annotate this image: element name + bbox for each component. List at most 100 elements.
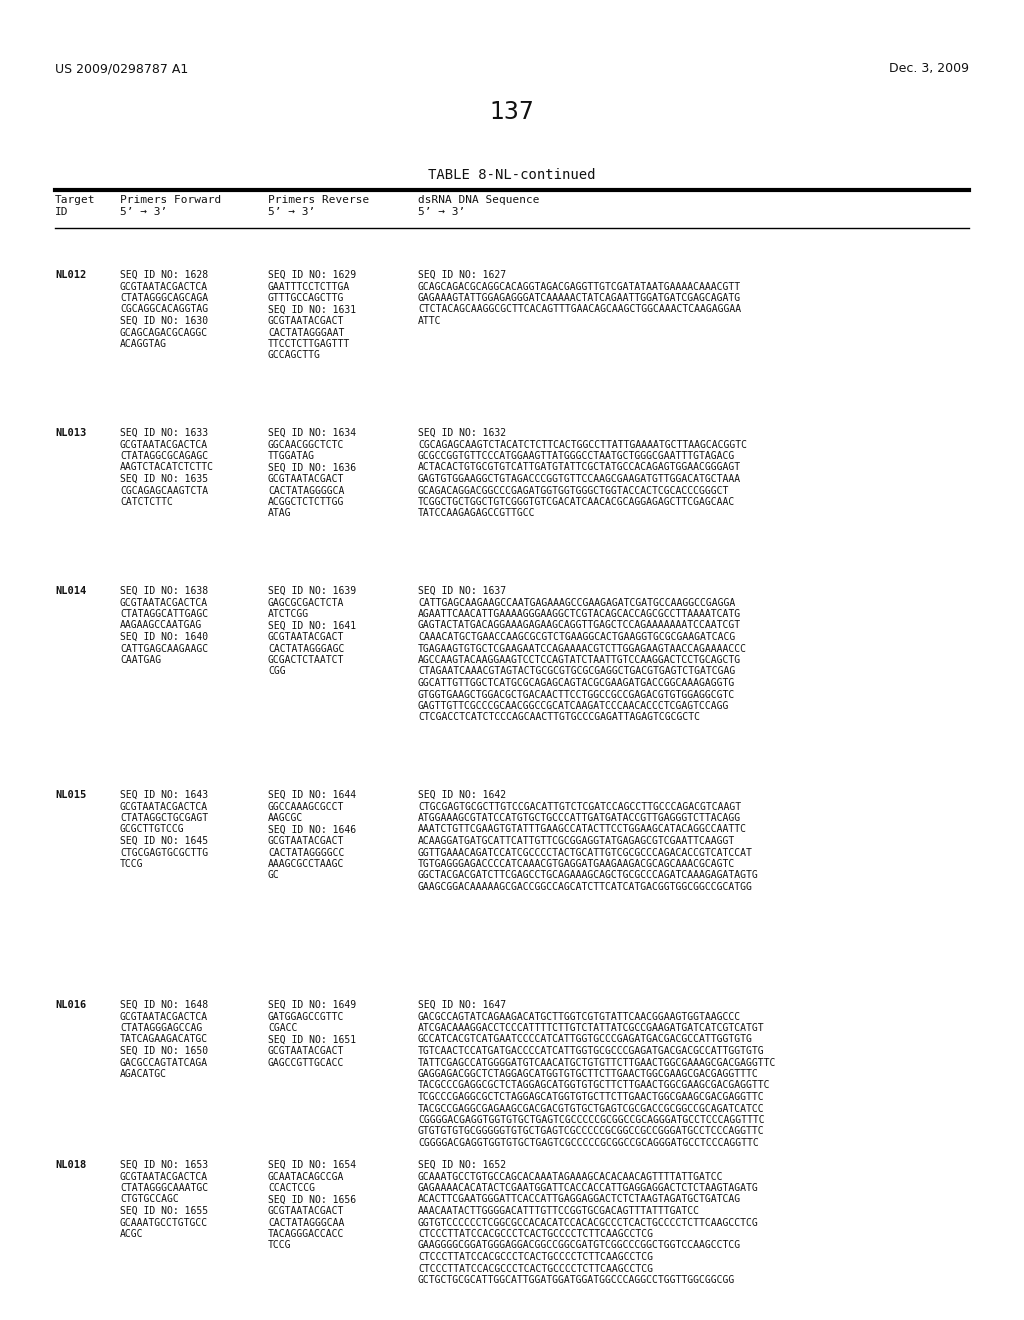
Text: SEQ ID NO: 1629: SEQ ID NO: 1629	[268, 271, 356, 280]
Text: GGCAACGGCTCTC: GGCAACGGCTCTC	[268, 440, 344, 450]
Text: GGTTGAAACAGATCCATCGCCCCTACTGCATTGTCGCGCCCAGACACCGTCATCCAT: GGTTGAAACAGATCCATCGCCCCTACTGCATTGTCGCGCC…	[418, 847, 753, 858]
Text: GCGTAATACGACT: GCGTAATACGACT	[268, 632, 344, 642]
Text: GCGTAATACGACT: GCGTAATACGACT	[268, 1206, 344, 1216]
Text: TGTGAGGGAGACCCCATCAAACGTGAGGATGAAGAAGACGCAGCAAACGCAGTC: TGTGAGGGAGACCCCATCAAACGTGAGGATGAAGAAGACG…	[418, 859, 735, 869]
Text: SEQ ID NO: 1651: SEQ ID NO: 1651	[268, 1035, 356, 1044]
Text: CTGCGAGTGCGCTTG: CTGCGAGTGCGCTTG	[120, 847, 208, 858]
Text: CTATAGGGAGCCAG: CTATAGGGAGCCAG	[120, 1023, 203, 1034]
Text: ACACTTCGAATGGGATTCACCATTGAGGAGGACTCTCTAAGTAGATGCTGATCAG: ACACTTCGAATGGGATTCACCATTGAGGAGGACTCTCTAA…	[418, 1195, 741, 1204]
Text: CACTATAGGGAGC: CACTATAGGGAGC	[268, 644, 344, 653]
Text: GATGGAGCCGTTC: GATGGAGCCGTTC	[268, 1011, 344, 1022]
Text: CGCAGAGCAAGTCTACATCTCTTCACTGGCCTTATTGAAAATGCTTAAGCACGGTC: CGCAGAGCAAGTCTACATCTCTTCACTGGCCTTATTGAAA…	[418, 440, 746, 450]
Text: GCGCCGGTGTTCCCATGGAAGTTATGGGCCTAATGCTGGGCGAATTTGTAGACG: GCGCCGGTGTTCCCATGGAAGTTATGGGCCTAATGCTGGG…	[418, 451, 735, 461]
Text: US 2009/0298787 A1: US 2009/0298787 A1	[55, 62, 188, 75]
Text: CAAACATGCTGAACCAAGCGCGTCTGAAGGCACTGAAGGTGCGCGAAGATCACG: CAAACATGCTGAACCAAGCGCGTCTGAAGGCACTGAAGGT…	[418, 632, 735, 642]
Text: ACAAGGATGATGCATTCATTGTTCGCGGAGGTATGAGAGCGTCGAATTCAAGGT: ACAAGGATGATGCATTCATTGTTCGCGGAGGTATGAGAGC…	[418, 836, 735, 846]
Text: TABLE 8-NL-continued: TABLE 8-NL-continued	[428, 168, 596, 182]
Text: GAGGAGACGGCTCTAGGAGCATGGTGTGCTTCTTGAACTGGCGAAGCGACGAGGTTTC: GAGGAGACGGCTCTAGGAGCATGGTGTGCTTCTTGAACTG…	[418, 1069, 759, 1078]
Text: GC: GC	[268, 870, 280, 880]
Text: CCACTCCG: CCACTCCG	[268, 1183, 315, 1193]
Text: SEQ ID NO: 1654: SEQ ID NO: 1654	[268, 1160, 356, 1170]
Text: GCAGACAGGACGGCCCGAGATGGTGGTGGGCTGGTACCACTCGCACCCGGGCT: GCAGACAGGACGGCCCGAGATGGTGGTGGGCTGGTACCAC…	[418, 486, 729, 495]
Text: SEQ ID NO: 1636: SEQ ID NO: 1636	[268, 462, 356, 473]
Text: TGAGAAGTGTGCTCGAAGAATCCAGAAAACGTCTTGGAGAAGTAACCAGAAAACCC: TGAGAAGTGTGCTCGAAGAATCCAGAAAACGTCTTGGAGA…	[418, 644, 746, 653]
Text: GAGCGCGACTCTA: GAGCGCGACTCTA	[268, 598, 344, 607]
Text: CTATAGGGCAAATGC: CTATAGGGCAAATGC	[120, 1183, 208, 1193]
Text: CTATAGGCATTGAGC: CTATAGGCATTGAGC	[120, 609, 208, 619]
Text: AAATCTGTTCGAAGTGTATTTGAAGCCATACTTCCTGGAAGCATACAGGCCAATTC: AAATCTGTTCGAAGTGTATTTGAAGCCATACTTCCTGGAA…	[418, 825, 746, 834]
Text: Dec. 3, 2009: Dec. 3, 2009	[889, 62, 969, 75]
Text: CTCCCTTATCCACGCCCTCACTGCCCCTCTTCAAGCCTCG: CTCCCTTATCCACGCCCTCACTGCCCCTCTTCAAGCCTCG	[418, 1251, 653, 1262]
Text: AAGCGC: AAGCGC	[268, 813, 303, 822]
Text: SEQ ID NO: 1653: SEQ ID NO: 1653	[120, 1160, 208, 1170]
Text: TACAGGGACCACC: TACAGGGACCACC	[268, 1229, 344, 1239]
Text: GCCATCACGTCATGAATCCCCATCATTGGTGCCCGAGATGACGACGCCATTGGTGTG: GCCATCACGTCATGAATCCCCATCATTGGTGCCCGAGATG…	[418, 1035, 753, 1044]
Text: CTATAGGGCAGCAGA: CTATAGGGCAGCAGA	[120, 293, 208, 304]
Text: SEQ ID NO: 1646: SEQ ID NO: 1646	[268, 825, 356, 834]
Text: GGTGTCCCCCCTCGGCGCCACACATCCACACGCCCTCACTGCCCCTCTTCAAGCCTCG: GGTGTCCCCCCTCGGCGCCACACATCCACACGCCCTCACT…	[418, 1217, 759, 1228]
Text: CGCAGAGCAAGTCTA: CGCAGAGCAAGTCTA	[120, 486, 208, 495]
Text: ATCGACAAAGGACCTCCCATTTTCTTGTCTATTATCGCCGAAGATGATCATCGTCATGT: ATCGACAAAGGACCTCCCATTTTCTTGTCTATTATCGCCG…	[418, 1023, 765, 1034]
Text: TATCCAAGAGAGCCGTTGCC: TATCCAAGAGAGCCGTTGCC	[418, 508, 536, 519]
Text: SEQ ID NO: 1655: SEQ ID NO: 1655	[120, 1206, 208, 1216]
Text: SEQ ID NO: 1656: SEQ ID NO: 1656	[268, 1195, 356, 1204]
Text: SEQ ID NO: 1639: SEQ ID NO: 1639	[268, 586, 356, 597]
Text: SEQ ID NO: 1633: SEQ ID NO: 1633	[120, 428, 208, 438]
Text: SEQ ID NO: 1631: SEQ ID NO: 1631	[268, 305, 356, 314]
Text: CGG: CGG	[268, 667, 286, 676]
Text: AAGTCTACATCTCTTC: AAGTCTACATCTCTTC	[120, 462, 214, 473]
Text: GCGTAATACGACTCA: GCGTAATACGACTCA	[120, 1172, 208, 1181]
Text: GACGCCAGTATCAGAAGACATGCTTGGTCGTGTATTCAACGGAAGTGGTAAGCCC: GACGCCAGTATCAGAAGACATGCTTGGTCGTGTATTCAAC…	[418, 1011, 741, 1022]
Text: CGCAGGCACAGGTAG: CGCAGGCACAGGTAG	[120, 305, 208, 314]
Text: CAATGAG: CAATGAG	[120, 655, 161, 665]
Text: dsRNA DNA Sequence
5’ → 3’: dsRNA DNA Sequence 5’ → 3’	[418, 195, 540, 216]
Text: GAGTGTGGAAGGCTGTAGACCCGGTGTTCCAAGCGAAGATGTTGGACATGCTAAA: GAGTGTGGAAGGCTGTAGACCCGGTGTTCCAAGCGAAGAT…	[418, 474, 741, 484]
Text: GCGTAATACGACTCA: GCGTAATACGACTCA	[120, 801, 208, 812]
Text: GAGAAAGTATTGGAGAGGGATCAAAAACTATCAGAATTGGATGATCGAGCAGATG: GAGAAAGTATTGGAGAGGGATCAAAAACTATCAGAATTGG…	[418, 293, 741, 304]
Text: NL016: NL016	[55, 1001, 86, 1010]
Text: TATTCGAGCCATGGGGATGTCAACATGCTGTGTTCTTGAACTGGCGAAAGCGACGAGGTTC: TATTCGAGCCATGGGGATGTCAACATGCTGTGTTCTTGAA…	[418, 1057, 776, 1068]
Text: GCAGCAGACGCAGGCACAGGTAGACGAGGTTGTCGATATAATGAAAACAAACGTT: GCAGCAGACGCAGGCACAGGTAGACGAGGTTGTCGATATA…	[418, 281, 741, 292]
Text: SEQ ID NO: 1627: SEQ ID NO: 1627	[418, 271, 506, 280]
Text: GCAAATGCCTGTGCC: GCAAATGCCTGTGCC	[120, 1217, 208, 1228]
Text: GAGAAAACACATACTCGAATGGATTCACCACCATTGAGGAGGACTCTCTAAGTAGATG: GAGAAAACACATACTCGAATGGATTCACCACCATTGAGGA…	[418, 1183, 759, 1193]
Text: GCGTAATACGACT: GCGTAATACGACT	[268, 315, 344, 326]
Text: SEQ ID NO: 1628: SEQ ID NO: 1628	[120, 271, 208, 280]
Text: GAGTTGTTCGCCCGCAACGGCCGCATCAAGATCCCAACACCCTCGAGTCCAGG: GAGTTGTTCGCCCGCAACGGCCGCATCAAGATCCCAACAC…	[418, 701, 729, 711]
Text: CACTATAGGGAAT: CACTATAGGGAAT	[268, 327, 344, 338]
Text: TCCG: TCCG	[120, 859, 143, 869]
Text: SEQ ID NO: 1652: SEQ ID NO: 1652	[418, 1160, 506, 1170]
Text: CTCGACCTCATCTCCCAGCAACTTGTGCCCGAGATTAGAGTCGCGCTC: CTCGACCTCATCTCCCAGCAACTTGTGCCCGAGATTAGAG…	[418, 713, 700, 722]
Text: SEQ ID NO: 1642: SEQ ID NO: 1642	[418, 789, 506, 800]
Text: GCGTAATACGACTCA: GCGTAATACGACTCA	[120, 1011, 208, 1022]
Text: SEQ ID NO: 1643: SEQ ID NO: 1643	[120, 789, 208, 800]
Text: GAGCCGTTGCACC: GAGCCGTTGCACC	[268, 1057, 344, 1068]
Text: NL014: NL014	[55, 586, 86, 597]
Text: CTCCCTTATCCACGCCCTCACTGCCCCTCTTCAAGCCTCG: CTCCCTTATCCACGCCCTCACTGCCCCTCTTCAAGCCTCG	[418, 1229, 653, 1239]
Text: GCGTAATACGACTCA: GCGTAATACGACTCA	[120, 440, 208, 450]
Text: SEQ ID NO: 1630: SEQ ID NO: 1630	[120, 315, 208, 326]
Text: GTTTGCCAGCTTG: GTTTGCCAGCTTG	[268, 293, 344, 304]
Text: SEQ ID NO: 1647: SEQ ID NO: 1647	[418, 1001, 506, 1010]
Text: CACTATAGGGCAA: CACTATAGGGCAA	[268, 1217, 344, 1228]
Text: SEQ ID NO: 1638: SEQ ID NO: 1638	[120, 586, 208, 597]
Text: SEQ ID NO: 1649: SEQ ID NO: 1649	[268, 1001, 356, 1010]
Text: TACGCCGAGGCGAGAAGCGACGACGTGTGCTGAGTCGCGACCGCGGCCGCAGATCATCC: TACGCCGAGGCGAGAAGCGACGACGTGTGCTGAGTCGCGA…	[418, 1104, 765, 1114]
Text: SEQ ID NO: 1648: SEQ ID NO: 1648	[120, 1001, 208, 1010]
Text: GCGTAATACGACT: GCGTAATACGACT	[268, 1045, 344, 1056]
Text: ATAG: ATAG	[268, 508, 292, 519]
Text: GCAGCAGACGCAGGC: GCAGCAGACGCAGGC	[120, 327, 208, 338]
Text: SEQ ID NO: 1645: SEQ ID NO: 1645	[120, 836, 208, 846]
Text: SEQ ID NO: 1632: SEQ ID NO: 1632	[418, 428, 506, 438]
Text: TCGCCCGAGGCGCTCTAGGAGCATGGTGTGCTTCTTGAACTGGCGAAGCGACGAGGTTC: TCGCCCGAGGCGCTCTAGGAGCATGGTGTGCTTCTTGAAC…	[418, 1092, 765, 1102]
Text: CACTATAGGGGCC: CACTATAGGGGCC	[268, 847, 344, 858]
Text: GAAGGGGCGGATGGGAGGACGGCCGGCGATGTCGGCCCGGCTGGTCCAAGCCTCG: GAAGGGGCGGATGGGAGGACGGCCGGCGATGTCGGCCCGG…	[418, 1241, 741, 1250]
Text: ACAGGTAG: ACAGGTAG	[120, 339, 167, 348]
Text: CACTATAGGGGCA: CACTATAGGGGCA	[268, 486, 344, 495]
Text: GCTGCTGCGCATTGGCATTGGATGGATGGATGGCCCAGGCCTGGTTGGCGGCGG: GCTGCTGCGCATTGGCATTGGATGGATGGATGGCCCAGGC…	[418, 1275, 735, 1284]
Text: AAAGCGCCTAAGC: AAAGCGCCTAAGC	[268, 859, 344, 869]
Text: Target
ID: Target ID	[55, 195, 95, 216]
Text: SEQ ID NO: 1650: SEQ ID NO: 1650	[120, 1045, 208, 1056]
Text: CATCTCTTC: CATCTCTTC	[120, 498, 173, 507]
Text: GTGGTGAAGCTGGACGCTGACAACTTCCTGGCCGCCGAGACGTGTGGAGGCGTC: GTGGTGAAGCTGGACGCTGACAACTTCCTGGCCGCCGAGA…	[418, 689, 735, 700]
